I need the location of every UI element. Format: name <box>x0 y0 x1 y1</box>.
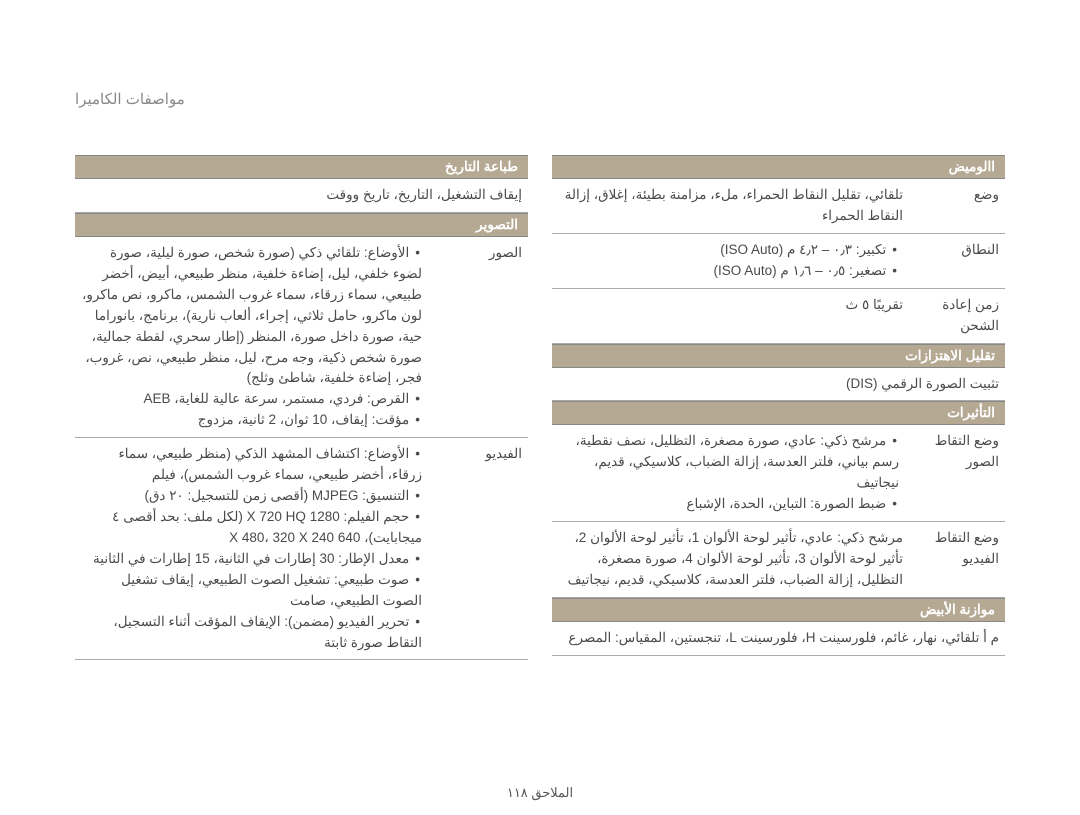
row-flash-mode: وضع تلقائي، تقليل النقاط الحمراء، ملء، م… <box>552 179 1005 234</box>
row-shooting-video: الفيديو الأوضاع: اكتشاف المشهد الذكي (من… <box>75 438 528 660</box>
section-shake-header: تقليل الاهتزازات <box>552 344 1005 368</box>
value-shooting-video: الأوضاع: اكتشاف المشهد الذكي (منظر طبيعي… <box>81 444 426 653</box>
row-shooting-photos: الصور الأوضاع: تلقائي ذكي (صورة شخص، صور… <box>75 237 528 438</box>
label-shooting-photos: الصور <box>426 243 522 431</box>
label-flash-mode: وضع <box>903 185 999 227</box>
section-shooting-header: التصوير <box>75 213 528 237</box>
row-effects-photo: وضع التقاط الصور مرشح ذكي: عادي، صورة مص… <box>552 425 1005 522</box>
row-flash-recharge: زمن إعادة الشحن تقريبًا ٥ ث <box>552 289 1005 344</box>
row-flash-range: النطاق تكبير: ٠٫٣ – ٤٫٢ م (ISO Auto) تصغ… <box>552 234 1005 289</box>
list-item: القرص: فردي، مستمر، سرعة عالية للغاية، A… <box>81 389 426 410</box>
value-flash-recharge: تقريبًا ٥ ث <box>558 295 903 337</box>
list-item: الأوضاع: تلقائي ذكي (صورة شخص، صورة ليلي… <box>81 243 426 389</box>
label-flash-recharge: زمن إعادة الشحن <box>903 295 999 337</box>
page-title: مواصفات الكاميرا <box>75 90 185 108</box>
list-item: تكبير: ٠٫٣ – ٤٫٢ م (ISO Auto) <box>558 240 903 261</box>
row-date-value: إيقاف التشغيل، التاريخ، تاريخ ووقت <box>75 179 528 213</box>
row-shake-value: تثبيت الصورة الرقمي (DIS) <box>552 368 1005 402</box>
label-effects-photo: وضع التقاط الصور <box>903 431 999 515</box>
list-item: التنسيق: MJPEG (أقصى زمن للتسجيل: ٢٠ دق) <box>81 486 426 507</box>
label-shooting-video: الفيديو <box>426 444 522 653</box>
page-footer: الملاحق ١١٨ <box>0 785 1080 801</box>
list-item: مؤقت: إيقاف، 10 ثوان، 2 ثانية، مزدوج <box>81 410 426 431</box>
list-item: ضبط الصورة: التباين، الحدة، الإشباع <box>558 494 903 515</box>
value-flash-range: تكبير: ٠٫٣ – ٤٫٢ م (ISO Auto) تصغير: ٠٫٥… <box>558 240 903 282</box>
row-wb-value: م أ تلقائي، نهار، غائم، فلورسينت H، فلور… <box>552 622 1005 656</box>
list-item: الأوضاع: اكتشاف المشهد الذكي (منظر طبيعي… <box>81 444 426 486</box>
value-shooting-photos: الأوضاع: تلقائي ذكي (صورة شخص، صورة ليلي… <box>81 243 426 431</box>
value-effects-photo: مرشح ذكي: عادي، صورة مصغرة، التظليل، نصف… <box>558 431 903 515</box>
list-item: صوت طبيعي: تشغيل الصوت الطبيعي، إيقاف تش… <box>81 570 426 612</box>
section-flash-header: االوميض <box>552 155 1005 179</box>
list-item: تحرير الفيديو (مضمن): الإيقاف المؤقت أثن… <box>81 612 426 654</box>
section-effects-header: التأثيرات <box>552 401 1005 425</box>
column-left: طباعة التاريخ إيقاف التشغيل، التاريخ، تا… <box>75 155 528 660</box>
value-effects-video: مرشح ذكي: عادي، تأثير لوحة الألوان 1، تأ… <box>558 528 903 591</box>
list-item: معدل الإطار: 30 إطارات في الثانية، 15 إط… <box>81 549 426 570</box>
section-date-header: طباعة التاريخ <box>75 155 528 179</box>
list-item: مرشح ذكي: عادي، صورة مصغرة، التظليل، نصف… <box>558 431 903 494</box>
row-effects-video: وضع التقاط الفيديو مرشح ذكي: عادي، تأثير… <box>552 522 1005 598</box>
column-right: االوميض وضع تلقائي، تقليل النقاط الحمراء… <box>552 155 1005 660</box>
list-item: حجم الفيلم: 1280 X 720 HQ (لكل ملف: بحد … <box>81 507 426 549</box>
label-flash-range: النطاق <box>903 240 999 282</box>
content-area: االوميض وضع تلقائي، تقليل النقاط الحمراء… <box>75 155 1005 660</box>
label-effects-video: وضع التقاط الفيديو <box>903 528 999 591</box>
value-flash-mode: تلقائي، تقليل النقاط الحمراء، ملء، مزامن… <box>558 185 903 227</box>
section-wb-header: موازنة الأبيض <box>552 598 1005 622</box>
list-item: تصغير: ٠٫٥ – ١٫٦ م (ISO Auto) <box>558 261 903 282</box>
